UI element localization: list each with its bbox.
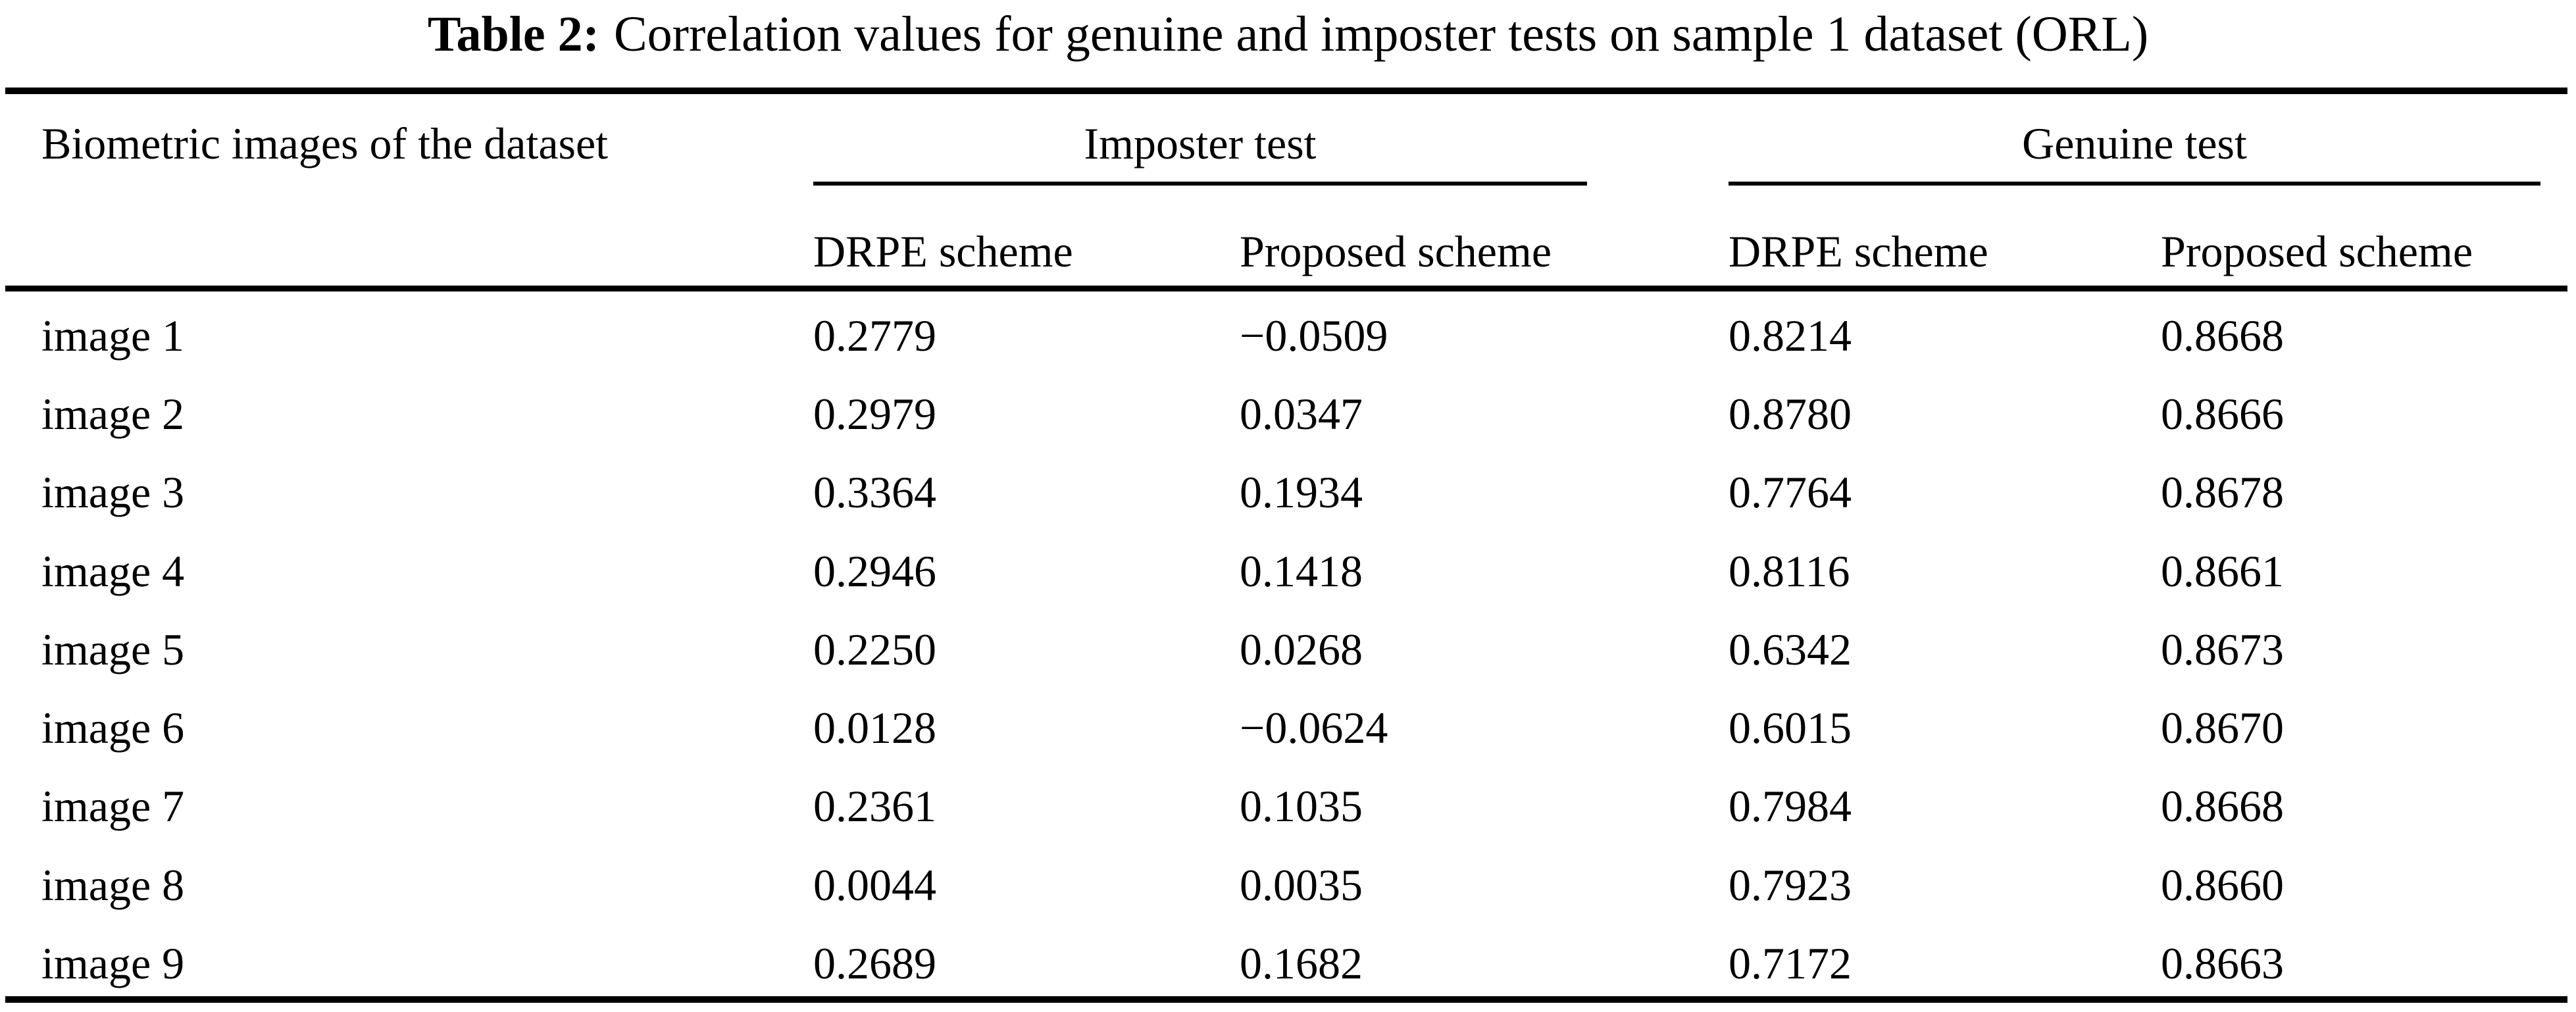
genuine-drpe-value: 0.7923 <box>1729 860 1852 910</box>
genuine-proposed-value: 0.8663 <box>2161 938 2284 988</box>
imposter-drpe-value: 0.2361 <box>813 781 936 831</box>
imposter-proposed-value: 0.0347 <box>1240 389 1363 439</box>
genuine-proposed-value: 0.8673 <box>2161 624 2284 674</box>
genuine-proposed-value: 0.8668 <box>2161 781 2284 831</box>
genuine-drpe-value: 0.6342 <box>1729 624 1852 674</box>
row-label: image 7 <box>41 781 185 831</box>
bottom-rule <box>5 996 2567 1003</box>
imposter-group-underline <box>813 182 1587 186</box>
genuine-drpe-value: 0.8780 <box>1729 389 1852 439</box>
genuine-proposed-value: 0.8670 <box>2161 703 2284 753</box>
table-caption: Table 2: Correlation values for genuine a… <box>0 1 2576 67</box>
table-row: image 2 0.2979 0.0347 0.8780 0.8666 <box>0 375 2576 453</box>
genuine-drpe-value: 0.7984 <box>1729 781 1852 831</box>
imposter-proposed-value: 0.1418 <box>1240 546 1363 596</box>
imposter-drpe-value: 0.2946 <box>813 546 936 596</box>
genuine-drpe-value: 0.7764 <box>1729 467 1852 517</box>
genuine-proposed-value: 0.8666 <box>2161 389 2284 439</box>
row-label: image 9 <box>41 938 185 988</box>
header-rule <box>5 286 2567 291</box>
table-row: image 8 0.0044 0.0035 0.7923 0.8660 <box>0 846 2576 924</box>
genuine-proposed-value: 0.8661 <box>2161 546 2284 596</box>
genuine-proposed-header: Proposed scheme <box>2161 226 2473 276</box>
genuine-proposed-value: 0.8660 <box>2161 860 2284 910</box>
genuine-drpe-value: 0.8214 <box>1729 311 1852 361</box>
row-label: image 5 <box>41 624 185 674</box>
genuine-drpe-value: 0.8116 <box>1729 546 1850 596</box>
imposter-group-label: Imposter test <box>1084 118 1317 168</box>
table-row: image 7 0.2361 0.1035 0.7984 0.8668 <box>0 767 2576 846</box>
row-label: image 6 <box>41 703 185 753</box>
imposter-drpe-header: DRPE scheme <box>813 226 1073 276</box>
row-label: image 8 <box>41 860 185 910</box>
row-label: image 4 <box>41 546 185 596</box>
table-row: image 5 0.2250 0.0268 0.6342 0.8673 <box>0 611 2576 689</box>
table-caption-text: Correlation values for genuine and impos… <box>613 7 2149 62</box>
genuine-drpe-header: DRPE scheme <box>1729 226 1988 276</box>
imposter-drpe-value: 0.3364 <box>813 467 936 517</box>
imposter-proposed-value: 0.1934 <box>1240 467 1363 517</box>
genuine-proposed-value: 0.8668 <box>2161 311 2284 361</box>
table-row: image 4 0.2946 0.1418 0.8116 0.8661 <box>0 532 2576 611</box>
genuine-group-underline <box>1729 182 2540 186</box>
table-row: image 1 0.2779 −0.0509 0.8214 0.8668 <box>0 297 2576 375</box>
imposter-drpe-value: 0.2250 <box>813 624 936 674</box>
genuine-drpe-value: 0.7172 <box>1729 938 1852 988</box>
row-label: image 3 <box>41 467 185 517</box>
imposter-proposed-value: −0.0509 <box>1240 311 1388 361</box>
imposter-proposed-value: 0.1035 <box>1240 781 1363 831</box>
top-rule <box>5 88 2567 94</box>
imposter-drpe-value: 0.2979 <box>813 389 936 439</box>
genuine-group-label: Genuine test <box>2022 118 2247 168</box>
imposter-proposed-value: 0.0268 <box>1240 624 1363 674</box>
imposter-proposed-value: 0.0035 <box>1240 860 1363 910</box>
imposter-drpe-value: 0.0128 <box>813 703 936 753</box>
table-row: image 6 0.0128 −0.0624 0.6015 0.8670 <box>0 689 2576 767</box>
table-row: image 9 0.2689 0.1682 0.7172 0.8663 <box>0 924 2576 1003</box>
imposter-drpe-value: 0.0044 <box>813 860 936 910</box>
row-label: image 1 <box>41 311 185 361</box>
genuine-proposed-value: 0.8678 <box>2161 467 2284 517</box>
genuine-drpe-value: 0.6015 <box>1729 703 1852 753</box>
imposter-proposed-value: −0.0624 <box>1240 703 1388 753</box>
row-group-header: Biometric images of the dataset <box>41 118 609 168</box>
imposter-drpe-value: 0.2779 <box>813 311 936 361</box>
table-row: image 3 0.3364 0.1934 0.7764 0.8678 <box>0 453 2576 532</box>
table-number: Table 2: <box>427 7 599 62</box>
row-label: image 2 <box>41 389 185 439</box>
imposter-proposed-value: 0.1682 <box>1240 938 1363 988</box>
imposter-drpe-value: 0.2689 <box>813 938 936 988</box>
imposter-proposed-header: Proposed scheme <box>1240 226 1552 276</box>
